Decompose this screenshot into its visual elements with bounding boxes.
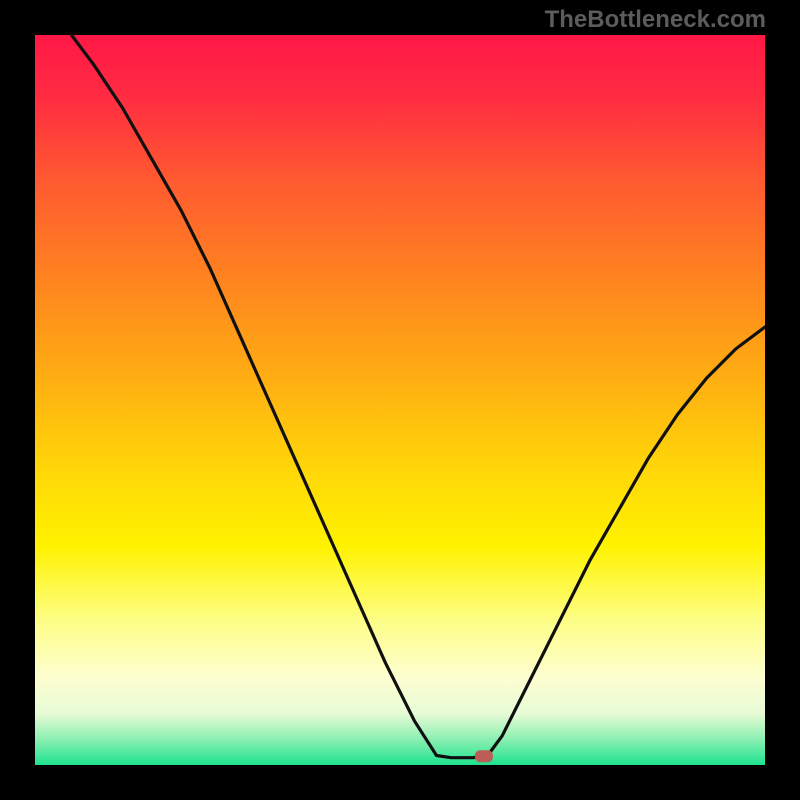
plot-area <box>35 35 765 765</box>
watermark-text: TheBottleneck.com <box>545 6 766 34</box>
chart-stage: TheBottleneck.com <box>0 0 800 800</box>
min-marker <box>475 750 493 762</box>
plot-svg <box>35 35 765 765</box>
